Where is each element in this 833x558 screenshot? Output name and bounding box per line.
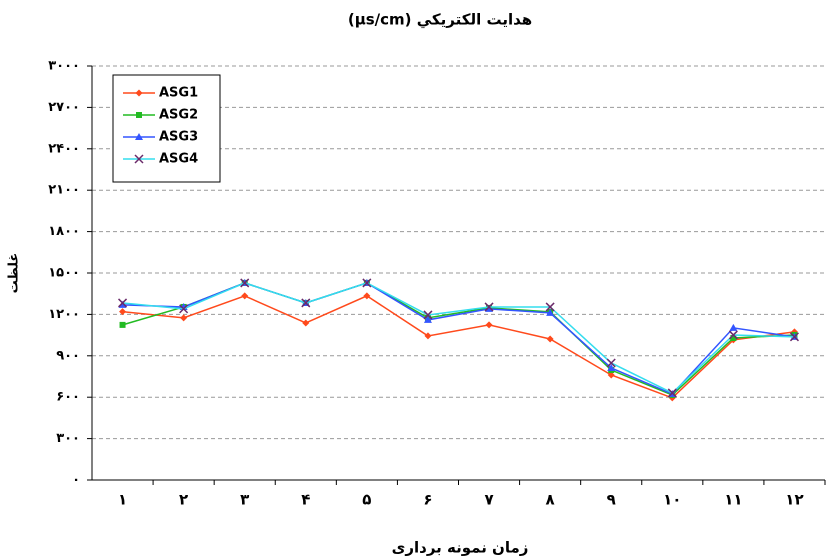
point — [606, 358, 616, 368]
point — [301, 298, 311, 308]
point — [546, 335, 554, 343]
y-tick-label: ۲۱۰۰ — [48, 183, 80, 198]
point — [362, 278, 372, 288]
point — [545, 302, 555, 312]
point — [179, 304, 189, 314]
y-tick-label: ۹۰۰ — [56, 348, 80, 363]
x-tick-label: ۳ — [240, 491, 249, 509]
point — [118, 300, 127, 308]
point — [134, 154, 144, 164]
y-tick-label: ۱۵۰۰ — [48, 266, 80, 281]
point — [485, 321, 493, 329]
point — [730, 334, 737, 341]
point — [119, 308, 127, 316]
point — [728, 330, 738, 340]
point — [424, 332, 432, 340]
y-tick-label: ۱۲۰۰ — [48, 307, 80, 322]
point — [729, 323, 738, 331]
point — [485, 304, 494, 312]
point — [118, 298, 128, 308]
point — [607, 363, 616, 371]
series-line — [122, 295, 795, 399]
y-tick-label: ۳۰۰ — [56, 431, 80, 446]
point — [423, 315, 432, 323]
y-tick-label: ۳۰۰۰ — [48, 59, 80, 74]
y-tick-label: ۰ — [72, 473, 80, 488]
legend-label: ASG1 — [159, 86, 198, 101]
point — [240, 278, 250, 288]
point — [135, 133, 143, 140]
point — [135, 89, 143, 97]
x-tick-label: ۱ — [118, 491, 127, 509]
point — [546, 308, 555, 316]
x-tick-label: ۱۲ — [785, 491, 803, 509]
point — [119, 321, 126, 328]
point — [667, 388, 677, 398]
y-axis-label: غلظت — [7, 253, 22, 294]
legend-label: ASG2 — [159, 108, 198, 123]
point — [180, 314, 188, 322]
legend-label: ASG4 — [159, 152, 198, 167]
x-tick-label: ۱۱ — [724, 491, 742, 509]
x-tick-label: ۲ — [179, 491, 188, 509]
point — [607, 371, 615, 379]
point — [423, 310, 433, 320]
point — [484, 302, 494, 312]
x-tick-label: ۵ — [362, 491, 371, 509]
point — [302, 319, 310, 327]
point — [363, 292, 371, 300]
legend-label: ASG3 — [159, 130, 198, 145]
x-tick-label: ۸ — [546, 491, 555, 509]
x-tick-label: ۱۰ — [663, 491, 681, 509]
x-tick-label: ۶ — [423, 491, 432, 509]
x-tick-label: ۹ — [607, 491, 616, 509]
y-tick-label: ۶۰۰ — [56, 390, 80, 405]
point — [136, 112, 142, 118]
point — [789, 332, 799, 342]
series-line — [122, 282, 795, 394]
y-tick-label: ۲۴۰۰ — [48, 141, 80, 156]
x-axis-label: زمان نمونه برداری — [392, 539, 529, 557]
x-tick-label: ۴ — [301, 491, 310, 509]
chart-title: هدايت الكتريكي (µs/cm) — [348, 11, 532, 29]
point — [241, 292, 249, 300]
y-tick-label: ۲۷۰۰ — [48, 100, 80, 115]
y-tick-label: ۱۸۰۰ — [48, 224, 80, 239]
x-tick-label: ۷ — [484, 491, 493, 509]
